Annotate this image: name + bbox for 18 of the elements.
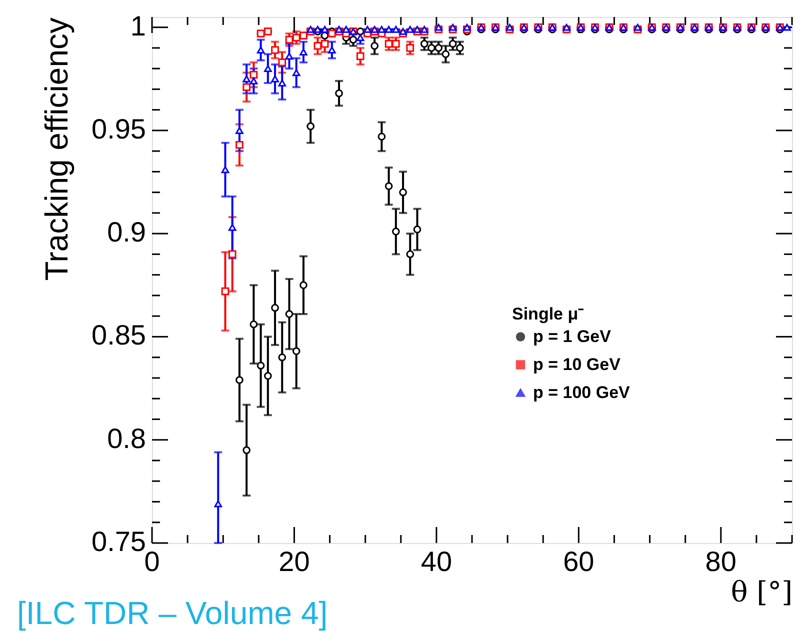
x-tick-label: 60: [563, 546, 594, 577]
legend-label: p = 10 GeV: [533, 354, 622, 374]
y-tick-label: 1: [130, 10, 146, 42]
y-tick-label: 0.8: [107, 422, 146, 454]
y-tick-label: 0.75: [92, 526, 146, 557]
text: [ILC TDR – Volume 4]: [17, 595, 328, 631]
x-tick-label: 20: [278, 546, 310, 577]
y-tick-label: 0.85: [92, 320, 146, 351]
x-tick-label: 40: [420, 546, 452, 577]
legend-label: p = 100 GeV: [533, 382, 631, 402]
x-tick-label: 80: [705, 546, 736, 577]
legend-label: p = 1 GeV: [533, 326, 612, 346]
y-axis-title: Tracking efficiency: [38, 18, 74, 281]
y-tick-label: 0.9: [107, 216, 146, 248]
y-tick-label: 0.95: [92, 113, 146, 144]
x-axis-title: θ [°]: [730, 576, 792, 608]
legend-title: Single μ⁻: [512, 304, 584, 324]
x-tick-label: 0: [144, 546, 160, 577]
